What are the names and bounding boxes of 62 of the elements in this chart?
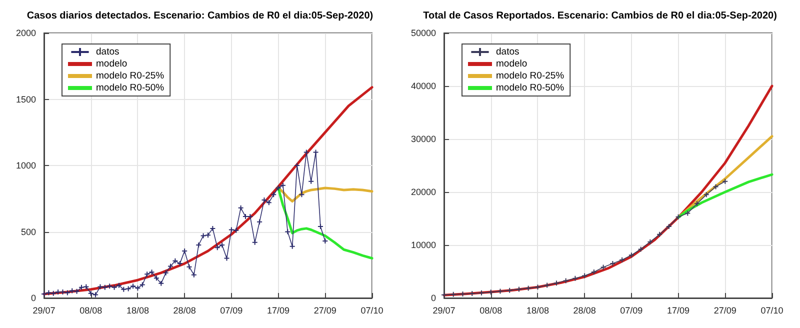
y-tick-label: 30000 bbox=[410, 134, 436, 144]
legend-label: modelo bbox=[96, 58, 128, 70]
x-tick-label: 29/07 bbox=[432, 306, 456, 316]
y-tick-label: 1000 bbox=[16, 160, 36, 170]
x-tick-label: 17/09 bbox=[667, 306, 690, 316]
x-tick-label: 07/09 bbox=[620, 306, 643, 316]
point bbox=[638, 246, 644, 252]
point bbox=[553, 280, 560, 286]
legend-label: datos bbox=[96, 46, 120, 58]
chart-title: Total de Casos Reportados. Escenario: Cambios de R0 el dia:05-Sep-2020) bbox=[423, 10, 777, 22]
point bbox=[656, 231, 663, 238]
y-tick-label: 2000 bbox=[16, 28, 36, 38]
point bbox=[562, 278, 569, 284]
point bbox=[619, 256, 626, 263]
point bbox=[497, 288, 504, 294]
x-tick-label: 07/10 bbox=[760, 306, 784, 316]
y-tick-label: 20000 bbox=[410, 187, 436, 197]
legend-label: modelo R0-25% bbox=[96, 70, 165, 82]
point bbox=[694, 200, 700, 207]
x-tick-label: 08/08 bbox=[480, 306, 502, 316]
legend-label: modelo bbox=[496, 58, 528, 70]
y-tick-label: 50000 bbox=[410, 28, 436, 38]
point bbox=[572, 275, 578, 282]
x-tick-label: 28/08 bbox=[573, 306, 596, 316]
point bbox=[534, 284, 541, 290]
x-tick-label: 28/08 bbox=[173, 306, 196, 316]
point bbox=[525, 285, 532, 292]
x-tick-label: 27/09 bbox=[314, 306, 336, 316]
x-tick-label: 29/07 bbox=[32, 306, 56, 316]
y-tick-label: 10000 bbox=[410, 240, 436, 250]
point bbox=[488, 289, 494, 296]
point bbox=[582, 272, 588, 279]
line-series bbox=[677, 173, 774, 219]
point bbox=[506, 287, 513, 294]
point bbox=[675, 214, 682, 220]
y-tick-label: 1500 bbox=[16, 94, 36, 104]
legend-label: modelo R0-50% bbox=[96, 82, 165, 94]
legend-label: modelo R0-50% bbox=[496, 82, 565, 94]
x-tick-label: 27/09 bbox=[714, 306, 736, 316]
x-tick-label: 18/08 bbox=[526, 306, 549, 316]
point bbox=[712, 184, 719, 190]
point bbox=[703, 192, 710, 198]
y-tick-label: 500 bbox=[20, 226, 36, 237]
point bbox=[628, 252, 634, 258]
line-series bbox=[277, 186, 374, 203]
y-tick-label: 0 bbox=[30, 293, 36, 303]
point bbox=[647, 238, 654, 245]
point bbox=[684, 210, 691, 216]
point bbox=[544, 282, 550, 288]
legend-label: datos bbox=[496, 46, 520, 58]
point bbox=[600, 264, 606, 270]
x-tick-label: 17/09 bbox=[267, 306, 290, 316]
x-tick-label: 18/08 bbox=[126, 306, 149, 316]
point bbox=[450, 291, 456, 298]
line-series bbox=[277, 186, 374, 260]
y-tick-label: 0 bbox=[430, 293, 436, 303]
legend-label: modelo R0-25% bbox=[496, 70, 565, 82]
x-tick-label: 07/09 bbox=[220, 306, 243, 316]
x-tick-label: 07/10 bbox=[360, 306, 384, 316]
chart-title: Casos diarios detectados. Escenario: Cambios de R0 el dia:05-Sep-2020) bbox=[26, 10, 374, 22]
x-tick-label: 08/08 bbox=[80, 306, 102, 316]
y-tick-label: 40000 bbox=[410, 81, 436, 91]
